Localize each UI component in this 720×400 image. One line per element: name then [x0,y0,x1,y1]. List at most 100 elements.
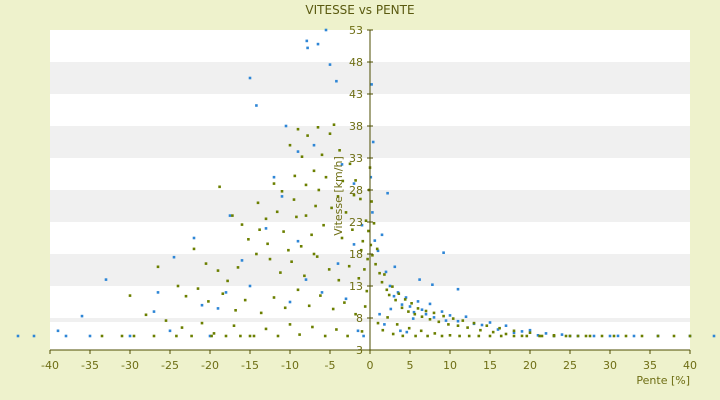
data-point [584,334,588,338]
data-point [428,302,432,306]
data-point [172,255,176,259]
data-point [234,309,237,312]
data-point [243,298,247,302]
data-point [317,188,321,192]
x-tick-label: -10 [281,359,299,372]
data-point [395,323,399,326]
data-point [344,297,348,301]
y-tick-label: 48 [349,56,363,69]
data-point [359,248,363,252]
data-point [588,334,592,338]
data-point [288,143,292,147]
data-point [304,278,308,281]
data-point [280,190,284,193]
data-point [343,301,346,304]
data-point [371,211,374,214]
y-tick-label: 33 [349,152,363,165]
y-tick-label: 28 [349,184,363,197]
data-point [477,334,481,338]
data-point [352,193,356,197]
data-point [310,233,313,237]
data-point [407,326,411,330]
x-tick-label: 35 [643,359,657,372]
data-point [295,215,298,219]
data-point [152,310,156,313]
data-point [413,312,417,316]
data-point [279,271,282,274]
data-point [568,334,572,338]
data-point [410,302,413,305]
data-point [369,243,373,247]
data-point [340,163,344,166]
data-point [420,308,424,311]
x-tick-label: 15 [483,359,497,372]
data-point [354,312,357,316]
data-point [424,309,428,313]
data-point [393,265,397,269]
chart-title: VITESSE vs PENTE [305,3,414,17]
data-point [576,334,580,338]
data-point [386,191,389,195]
data-point [399,329,402,333]
data-point [284,124,288,128]
data-point [200,321,204,325]
x-tick-label: -5 [325,359,336,372]
data-point [264,327,268,331]
data-point [407,310,410,313]
data-point [416,307,420,310]
data-point [304,214,308,217]
data-point [272,175,276,179]
data-point [296,127,300,131]
y-tick-label: 53 [349,24,363,37]
y-tick-label: 13 [349,280,363,293]
data-point [332,123,336,126]
data-point [120,334,124,338]
data-point [431,283,434,286]
data-point [485,324,489,327]
data-point [258,228,261,231]
data-point [315,255,319,258]
data-point [212,332,216,335]
data-point [314,204,317,208]
data-point [32,334,36,338]
data-point [397,292,401,295]
data-point [380,280,384,284]
data-point [239,334,242,338]
data-point [371,254,374,257]
data-point [300,155,304,158]
data-point [226,279,229,283]
data-point [391,332,395,336]
data-point [280,195,284,198]
data-point [411,317,415,320]
data-point [272,182,276,185]
data-point [520,334,524,338]
data-point [184,294,188,298]
data-point [380,233,384,237]
data-point [391,285,394,288]
data-point [384,270,388,274]
data-point [461,319,465,322]
data-point [499,334,503,338]
data-point [331,307,335,311]
data-point [600,334,604,338]
data-point [330,206,333,210]
data-point [100,334,104,338]
data-point [512,334,516,338]
data-point [504,332,508,336]
data-point [356,329,360,333]
data-point [359,197,362,201]
data-point [528,328,532,332]
data-point [248,334,252,338]
data-point [305,39,309,43]
data-point [442,314,445,318]
data-point [296,288,300,292]
data-point [306,46,309,50]
data-point [327,268,331,271]
data-point [322,223,325,227]
data-point [467,334,471,338]
data-points [16,28,716,338]
data-point [536,334,540,337]
data-point [491,330,495,334]
data-point [307,304,311,308]
data-point [293,174,297,178]
